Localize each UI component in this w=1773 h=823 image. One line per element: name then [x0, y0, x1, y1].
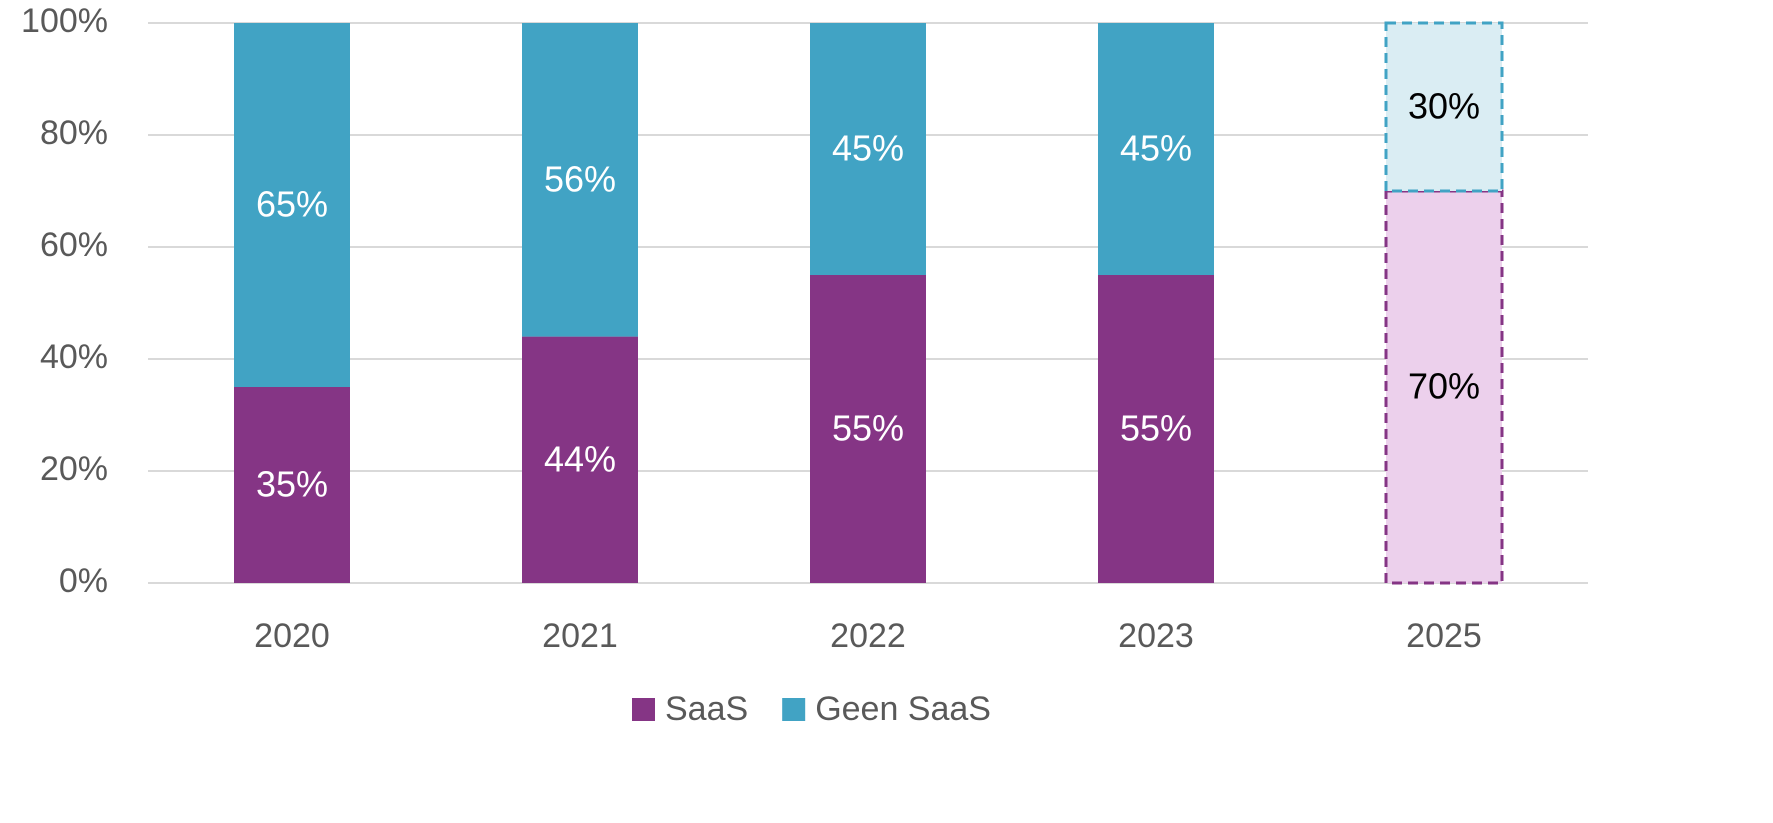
- bar-segment: [1384, 21, 1504, 193]
- bar-segment: [234, 387, 350, 583]
- legend-label: Geen SaaS: [815, 690, 991, 728]
- bar-segment: [522, 336, 638, 583]
- x-tick-label: 2021: [542, 617, 618, 655]
- bar-segment: [1098, 275, 1214, 583]
- value-label: 55%: [1120, 408, 1192, 449]
- value-label: 30%: [1408, 86, 1480, 127]
- legend-label: SaaS: [665, 690, 748, 728]
- value-label: 45%: [832, 128, 904, 169]
- y-tick-label: 100%: [21, 2, 108, 40]
- y-tick-label: 80%: [40, 114, 108, 152]
- bar-segment: [1098, 23, 1214, 275]
- x-tick-label: 2023: [1118, 617, 1194, 655]
- value-label: 70%: [1408, 366, 1480, 407]
- x-tick-label: 2025: [1406, 617, 1482, 655]
- value-label: 44%: [544, 438, 616, 479]
- value-label: 55%: [832, 408, 904, 449]
- bar-segment: [522, 23, 638, 337]
- y-tick-label: 60%: [40, 226, 108, 264]
- y-tick-label: 40%: [40, 338, 108, 376]
- x-tick-label: 2020: [254, 617, 330, 655]
- legend-swatch: [782, 698, 806, 721]
- legend-swatch: [632, 698, 655, 721]
- y-tick-label: 20%: [40, 450, 108, 488]
- value-label: 56%: [544, 158, 616, 199]
- bar-segment: [1384, 189, 1504, 585]
- y-tick-label: 0%: [59, 562, 108, 600]
- value-label: 35%: [256, 464, 328, 505]
- value-label: 45%: [1120, 128, 1192, 169]
- x-tick-label: 2022: [830, 617, 906, 655]
- value-label: 65%: [256, 184, 328, 225]
- bar-segment: [810, 275, 926, 583]
- bar-segment: [810, 23, 926, 275]
- bar-segment: [234, 23, 350, 387]
